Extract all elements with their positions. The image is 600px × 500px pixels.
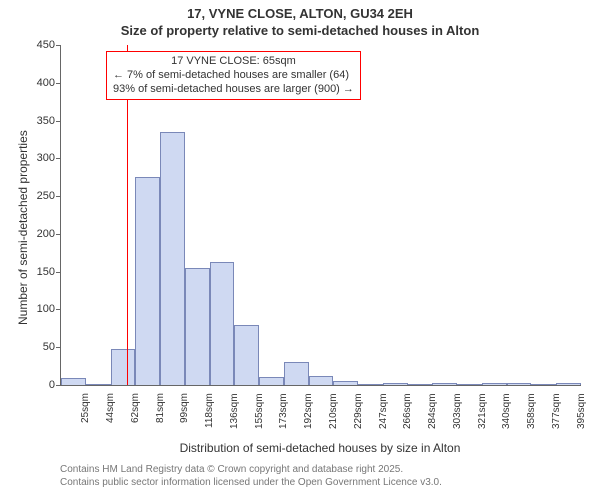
x-axis-label: Distribution of semi-detached houses by … — [60, 441, 580, 455]
x-tick-label: 395sqm — [576, 393, 587, 429]
x-tick-label: 340sqm — [501, 393, 512, 429]
x-tick-label: 44sqm — [105, 393, 116, 423]
histogram-bar — [507, 383, 532, 385]
histogram-bar — [86, 384, 111, 385]
y-tick-mark — [56, 83, 61, 84]
y-tick-mark — [56, 158, 61, 159]
histogram-bar — [432, 383, 457, 385]
histogram-bar — [482, 383, 507, 385]
histogram-bar — [383, 383, 408, 385]
histogram-bar — [160, 132, 185, 385]
y-tick-mark — [56, 347, 61, 348]
histogram-bar — [135, 177, 160, 385]
y-tick-mark — [56, 196, 61, 197]
histogram-bar — [111, 349, 136, 385]
x-tick-label: 247sqm — [378, 393, 389, 429]
histogram-bar — [210, 262, 235, 385]
x-tick-label: 229sqm — [353, 393, 364, 429]
histogram-bar — [457, 384, 482, 385]
y-tick-label: 350 — [25, 115, 55, 127]
y-tick-label: 400 — [25, 77, 55, 89]
x-tick-label: 99sqm — [179, 393, 190, 423]
histogram-bar — [284, 362, 309, 385]
annotation-box: 17 VYNE CLOSE: 65sqm← 7% of semi-detache… — [106, 51, 361, 100]
x-tick-label: 155sqm — [254, 393, 265, 429]
x-tick-label: 377sqm — [551, 393, 562, 429]
histogram-bar — [408, 384, 433, 385]
histogram-bar — [259, 377, 284, 385]
x-tick-label: 173sqm — [278, 393, 289, 429]
chart-title-line2: Size of property relative to semi-detach… — [0, 23, 600, 38]
histogram-bar — [556, 383, 581, 385]
y-tick-mark — [56, 121, 61, 122]
footer-attribution: Contains HM Land Registry data © Crown c… — [60, 463, 442, 489]
chart-container: 17, VYNE CLOSE, ALTON, GU34 2EH Size of … — [0, 0, 600, 500]
x-tick-label: 303sqm — [452, 393, 463, 429]
x-tick-label: 284sqm — [427, 393, 438, 429]
histogram-bar — [309, 376, 334, 385]
plot-area: 05010015020025030035040045025sqm44sqm62s… — [60, 45, 581, 386]
histogram-bar — [61, 378, 86, 385]
y-tick-mark — [56, 272, 61, 273]
y-tick-mark — [56, 385, 61, 386]
x-tick-label: 136sqm — [229, 393, 240, 429]
y-axis-label: Number of semi-detached properties — [16, 130, 30, 325]
annotation-line: 93% of semi-detached houses are larger (… — [113, 83, 354, 97]
y-tick-mark — [56, 234, 61, 235]
histogram-bar — [333, 381, 358, 385]
x-tick-label: 81sqm — [155, 393, 166, 423]
y-tick-mark — [56, 45, 61, 46]
chart-title-line1: 17, VYNE CLOSE, ALTON, GU34 2EH — [0, 6, 600, 21]
y-tick-label: 450 — [25, 39, 55, 51]
x-tick-label: 25sqm — [80, 393, 91, 423]
y-tick-label: 0 — [25, 379, 55, 391]
x-tick-label: 358sqm — [526, 393, 537, 429]
annotation-line: 17 VYNE CLOSE: 65sqm — [113, 55, 354, 69]
x-tick-label: 192sqm — [303, 393, 314, 429]
footer-line2: Contains public sector information licen… — [60, 476, 442, 489]
footer-line1: Contains HM Land Registry data © Crown c… — [60, 463, 442, 476]
x-tick-label: 266sqm — [402, 393, 413, 429]
histogram-bar — [358, 384, 383, 385]
histogram-bar — [185, 268, 210, 385]
histogram-bar — [531, 384, 556, 385]
x-tick-label: 118sqm — [204, 393, 215, 428]
x-tick-label: 321sqm — [477, 393, 488, 429]
histogram-bar — [234, 325, 259, 385]
y-tick-label: 50 — [25, 341, 55, 353]
x-tick-label: 210sqm — [328, 393, 339, 429]
annotation-line: ← 7% of semi-detached houses are smaller… — [113, 69, 354, 83]
x-tick-label: 62sqm — [130, 393, 141, 423]
y-tick-mark — [56, 309, 61, 310]
